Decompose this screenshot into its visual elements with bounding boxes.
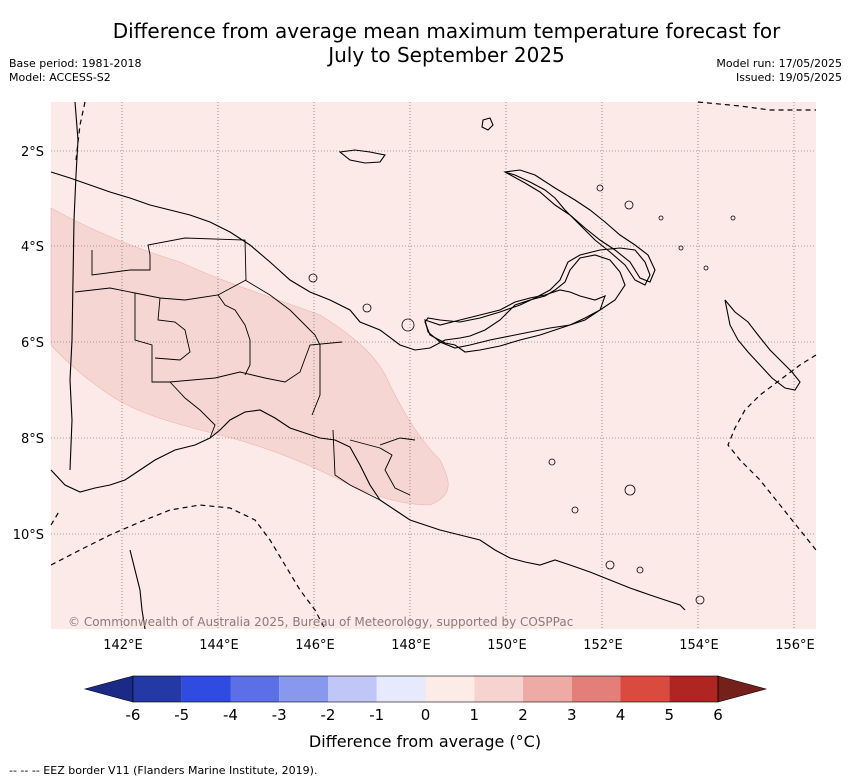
new-guinea-coast [50,171,651,353]
small-islands [308,184,736,605]
colorbar-swatch [620,676,670,702]
cape-york [129,549,146,630]
colorbar-title: Difference from average (°C) [308,732,542,751]
lat-label: 8°S [21,432,44,447]
colorbar-frame [132,675,719,703]
colorbar-swatch [474,676,523,702]
colorbar-tick-label: -5 [174,706,189,724]
title-line-2: July to September 2025 [328,43,565,67]
colorbar-swatch [181,676,231,702]
colorbar-tick-label: -1 [369,706,384,724]
lon-label: 156°E [775,638,815,653]
lon-label: 142°E [103,638,143,653]
colorbar-tick-labels: -6 -5 -4 -3 -2 -1 0 1 2 3 4 5 6 [126,706,723,724]
lon-labels: 142°E 144°E 146°E 148°E 150°E 152°E 154°… [103,638,815,653]
new-britain [424,289,606,349]
colorbar-swatch [328,676,377,702]
model-name: Model: ACCESS-S2 [9,71,111,84]
lat-label: 2°S [21,145,44,160]
lon-label: 146°E [295,638,335,653]
colorbar-tick-label: 4 [616,706,626,724]
lon-label: 154°E [679,638,719,653]
colorbar-over-arrow [717,675,768,703]
lat-label: 10°S [13,528,44,543]
title-line-1: Difference from average mean maximum tem… [112,19,781,43]
lon-label: 150°E [487,638,527,653]
colorbar-tick-label: -6 [126,706,141,724]
colorbar-swatch [523,676,572,702]
colorbar-swatch [230,676,280,702]
colorbar-tick-label: -2 [321,706,336,724]
lat-label: 4°S [21,240,44,255]
colorbar-tick-label: 1 [469,706,479,724]
admiralty-islets [481,117,494,131]
map-title: Difference from average mean maximum tem… [0,19,850,67]
colorbar-swatch [571,676,621,702]
province-boundaries [74,237,416,501]
colorbar-swatch [279,676,328,702]
eez-footnote: -- -- -- EEZ border V11 (Flanders Marine… [9,764,318,777]
manus-island [338,149,386,164]
colorbar-tick-label: -4 [223,706,238,724]
colorbar-tick-label: 3 [567,706,577,724]
colorbar-tick-label: 0 [421,706,431,724]
south-coast [50,409,686,611]
lat-labels: 2°S 4°S 6°S 8°S 10°S [13,145,44,543]
colorbar-under-arrow [83,675,134,703]
colorbar-tick-label: 6 [713,706,723,724]
colorbar-tick-label: -3 [272,706,287,724]
lat-label: 6°S [21,336,44,351]
coastlines [50,101,801,630]
copyright-text: © Commonwealth of Australia 2025, Bureau… [68,615,573,629]
colorbar-swatch [133,676,182,702]
model-info: Base period: 1981-2018 Model: ACCESS-S2 [9,57,141,85]
colorbar-swatch [376,676,426,702]
bougainville [724,299,801,391]
new-ireland [503,169,656,283]
west-coast [69,101,79,471]
base-period: Base period: 1981-2018 [9,57,142,70]
colorbar-tick-label: 5 [664,706,674,724]
issued-date: Issued: 19/05/2025 [735,71,842,84]
model-run-date: Model run: 17/05/2025 [716,57,842,70]
run-info: Model run: 17/05/2025 Issued: 19/05/2025 [716,57,842,85]
lon-label: 148°E [391,638,431,653]
eez-borders [50,101,817,630]
colorbar-swatch [425,676,475,702]
gridlines [51,102,816,629]
colorbar-swatch [669,676,718,702]
lon-label: 144°E [199,638,239,653]
colorbar [83,675,768,703]
lon-label: 152°E [583,638,623,653]
colorbar-tick-label: 2 [518,706,528,724]
